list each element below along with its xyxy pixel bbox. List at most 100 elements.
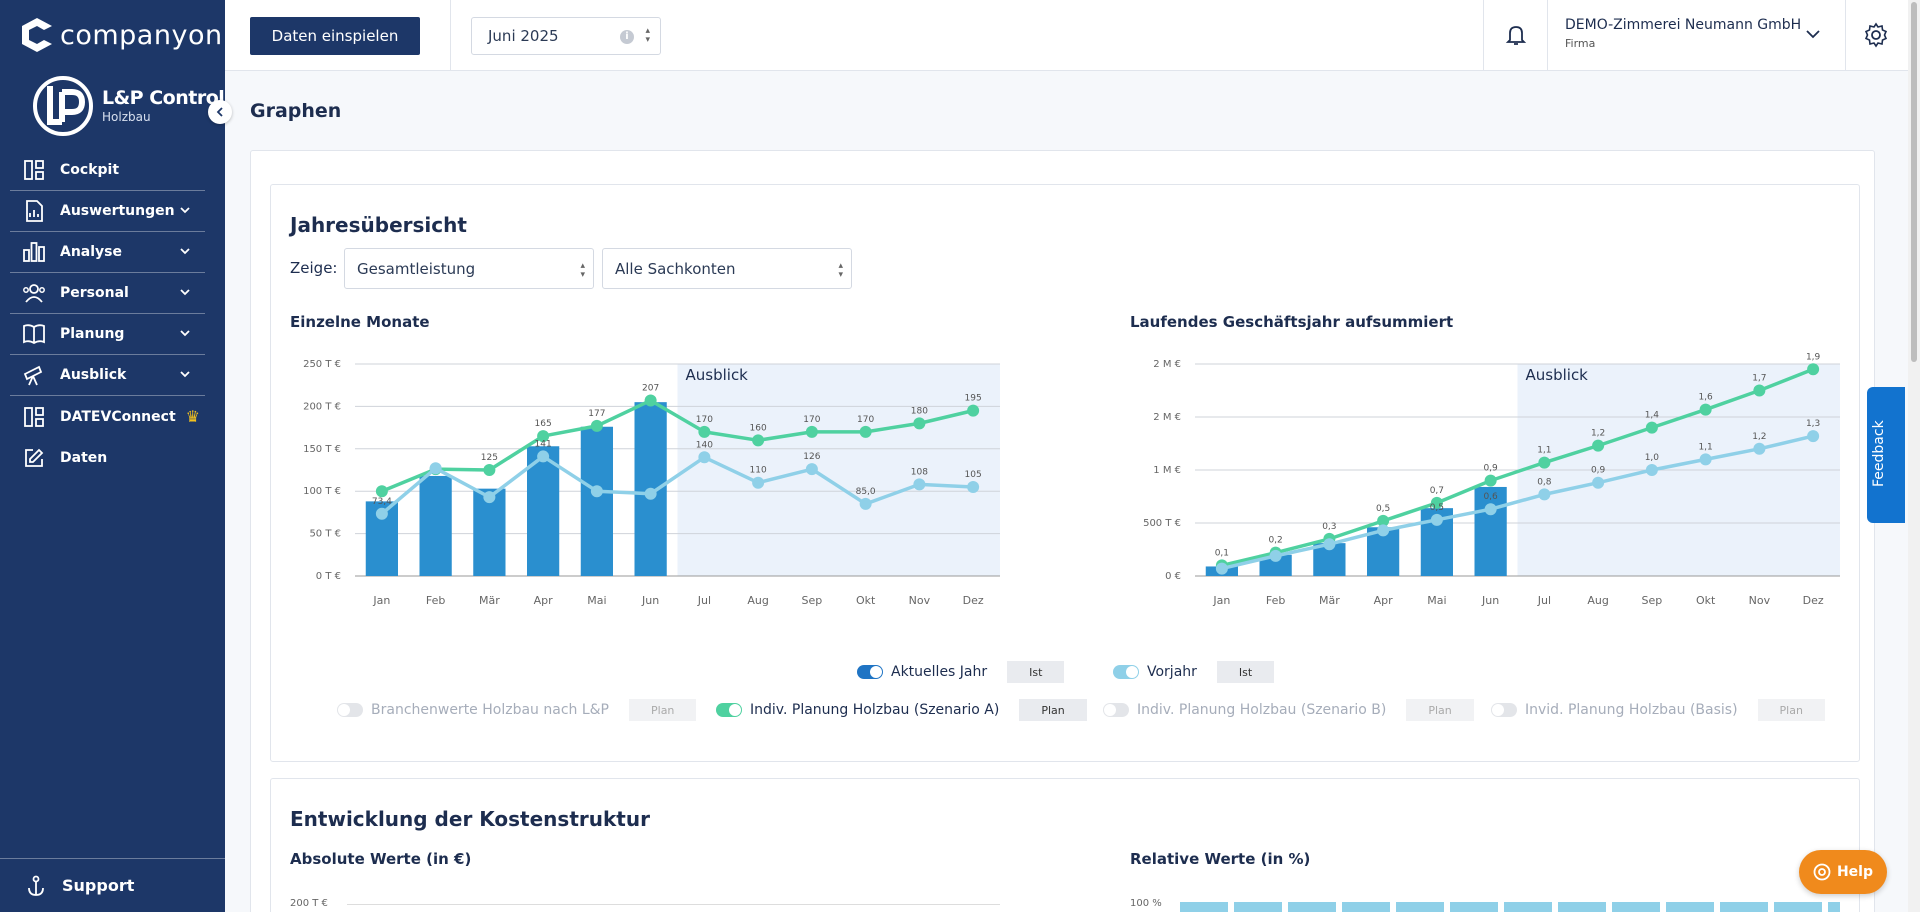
x-tick-label: Feb <box>1266 594 1285 607</box>
sidebar-item-label: Analyse <box>60 244 123 260</box>
people-icon <box>22 281 46 305</box>
chart-title-monthly: Einzelne Monate <box>290 313 430 331</box>
scrollbar-thumb[interactable] <box>1911 2 1917 362</box>
sidebar: companyon L&P Control Holzbau Cockpit Au… <box>0 0 225 912</box>
data-label: 0,9 <box>1591 466 1606 476</box>
x-tick-label: Dez <box>1803 594 1824 607</box>
sidebar-collapse-button[interactable] <box>208 100 232 124</box>
month-select[interactable]: Juni 2025 i ▴ ▾ <box>471 17 661 55</box>
legend-item-current-year[interactable]: Aktuelles Jahr Ist <box>857 661 1065 683</box>
relative-bars <box>1180 902 1840 912</box>
chevron-down-icon[interactable] <box>1805 28 1821 40</box>
bell-icon[interactable] <box>1504 23 1528 47</box>
sidebar-item-label: Personal <box>60 285 129 301</box>
page-title: Graphen <box>250 100 342 122</box>
data-point <box>698 425 711 438</box>
info-icon[interactable]: i <box>620 30 634 44</box>
updown-icon: ▴ ▾ <box>580 261 585 280</box>
toggle-switch[interactable] <box>1103 703 1129 717</box>
x-tick-label: Sep <box>802 594 823 607</box>
legend-tag: Plan <box>1406 699 1474 721</box>
data-point <box>590 485 603 498</box>
toggle-switch[interactable] <box>337 703 363 717</box>
data-label: 170 <box>803 415 820 425</box>
legend-item-industry[interactable]: Branchenwerte Holzbau nach L&P Plan <box>337 699 697 721</box>
chart-title-absolute: Absolute Werte (in €) <box>290 850 472 868</box>
sidebar-item-daten[interactable]: Daten <box>10 437 205 478</box>
data-point <box>805 463 818 476</box>
toggle-switch[interactable] <box>857 665 883 679</box>
data-point <box>1645 421 1658 434</box>
legend-item-previous-year[interactable]: Vorjahr Ist <box>1113 661 1275 683</box>
toggle-switch[interactable] <box>716 703 742 717</box>
sidebar-item-datevconnect[interactable]: DATEVConnect ♛ <box>10 396 205 437</box>
legend-item-scenario-a[interactable]: Indiv. Planung Holzbau (Szenario A) Plan <box>716 699 1087 721</box>
bar-chart-icon <box>22 240 46 264</box>
sidebar-item-planung[interactable]: Planung <box>10 314 205 355</box>
sidebar-item-cockpit[interactable]: Cockpit <box>10 150 205 191</box>
data-label: 85,0 <box>856 487 876 497</box>
book-icon <box>22 322 46 346</box>
topbar-divider <box>1845 0 1846 71</box>
help-button[interactable]: Help <box>1799 850 1887 894</box>
data-label: 73,4 <box>372 497 392 507</box>
data-label: 165 <box>535 419 552 429</box>
chevron-down-icon <box>180 207 190 214</box>
gear-icon[interactable] <box>1863 22 1889 48</box>
x-tick-label: Jul <box>697 594 711 607</box>
toggle-switch[interactable] <box>1491 703 1517 717</box>
legend-tag: Ist <box>1007 661 1065 683</box>
metric-select[interactable]: Gesamtleistung ▴ ▾ <box>344 248 594 289</box>
sidebar-item-personal[interactable]: Personal <box>10 273 205 314</box>
dashboard-icon <box>22 158 46 182</box>
data-point <box>1699 453 1712 466</box>
feedback-tab[interactable]: Feedback <box>1867 387 1905 523</box>
lp-control-logo: L&P Control Holzbau <box>32 70 225 140</box>
data-label: 170 <box>696 415 713 425</box>
x-tick-label: Okt <box>856 594 876 607</box>
monthly-chart: Ausblick 0 T € 50 T € 100 T € 150 T € 200 T €… <box>303 359 1000 607</box>
sidebar-item-support[interactable]: Support <box>0 858 225 912</box>
edit-icon <box>22 446 46 470</box>
x-tick-label: Aug <box>1587 594 1608 607</box>
company-role: Firma <box>1565 37 1596 50</box>
sidebar-item-label: Planung <box>60 326 125 342</box>
legend-item-scenario-b[interactable]: Indiv. Planung Holzbau (Szenario B) Plan <box>1103 699 1474 721</box>
data-point <box>752 476 765 489</box>
company-switcher[interactable]: DEMO-Zimmerei Neumann GmbH Firma <box>1565 17 1801 50</box>
brand[interactable]: companyon <box>20 14 223 56</box>
forecast-label: Ausblick <box>1526 366 1589 384</box>
data-label: 0,1 <box>1215 548 1229 558</box>
data-point <box>375 507 388 520</box>
chart-title-cumulative: Laufendes Geschäftsjahr aufsummiert <box>1130 313 1454 331</box>
legend-tag: Plan <box>1019 699 1087 721</box>
x-tick-label: Jun <box>1481 594 1499 607</box>
toggle-switch[interactable] <box>1113 665 1139 679</box>
data-label: 141 <box>535 439 552 449</box>
data-label: 180 <box>911 406 928 416</box>
section-title: Jahresübersicht <box>290 213 467 237</box>
sidebar-item-ausblick[interactable]: Ausblick <box>10 355 205 396</box>
show-label: Zeige: <box>290 259 338 277</box>
brand-name: companyon <box>60 19 223 51</box>
lp-logo-sub: Holzbau <box>102 109 151 124</box>
chevron-down-icon <box>180 371 190 378</box>
data-label: 125 <box>481 453 498 463</box>
sidebar-item-label: Auswertungen <box>60 203 175 219</box>
data-point <box>1592 476 1605 489</box>
crown-icon: ♛ <box>185 407 200 426</box>
import-data-button[interactable]: Daten einspielen <box>250 17 420 55</box>
x-tick-label: Feb <box>426 594 445 607</box>
x-tick-label: Apr <box>1374 594 1394 607</box>
data-point <box>1807 363 1820 376</box>
accounts-select[interactable]: Alle Sachkonten ▴ ▾ <box>602 248 852 289</box>
y-tick-label: 150 T € <box>303 444 341 455</box>
scrollbar[interactable] <box>1908 0 1920 912</box>
x-tick-label: Dez <box>963 594 984 607</box>
sidebar-item-auswertungen[interactable]: Auswertungen <box>10 191 205 232</box>
data-point <box>967 480 980 493</box>
topbar: Daten einspielen Juni 2025 i ▴ ▾ DEMO-Zim… <box>225 0 1920 71</box>
sidebar-item-analyse[interactable]: Analyse <box>10 232 205 273</box>
series-line <box>380 454 974 516</box>
legend-item-basis[interactable]: Invid. Planung Holzbau (Basis) Plan <box>1491 699 1825 721</box>
